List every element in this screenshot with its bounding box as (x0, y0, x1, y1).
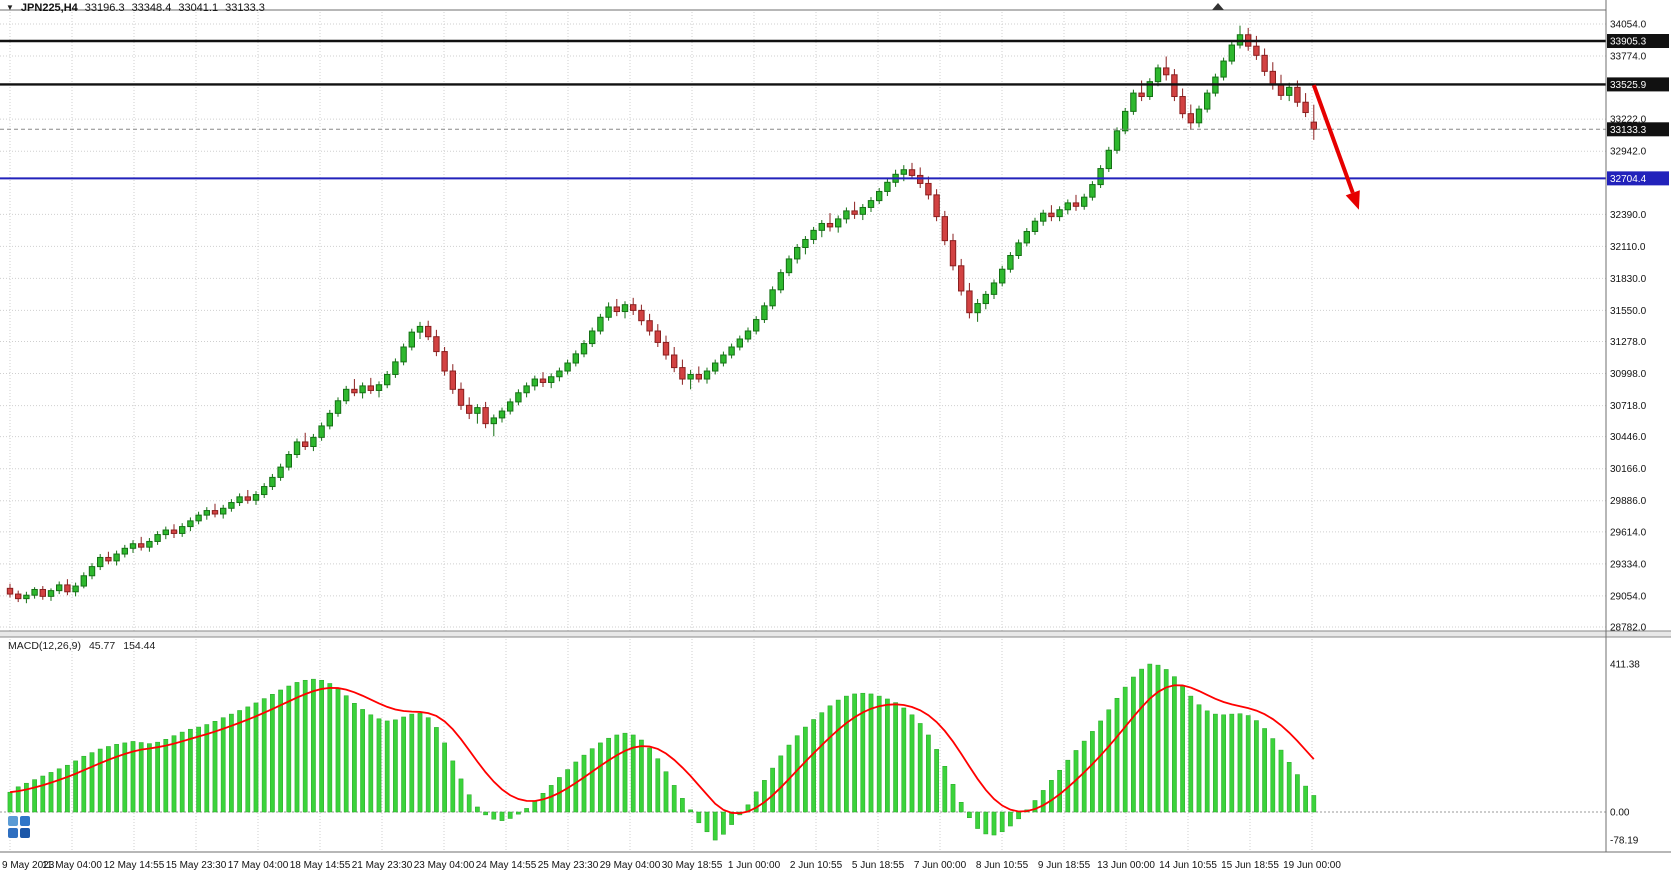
svg-text:17 May 04:00: 17 May 04:00 (228, 860, 289, 871)
svg-text:15 May 23:30: 15 May 23:30 (166, 860, 227, 871)
symbol-dropdown-icon[interactable]: ▼ (6, 3, 14, 12)
svg-text:9 May 2023: 9 May 2023 (2, 860, 55, 871)
price-badge-32704.4 (1607, 171, 1669, 186)
svg-text:30 May 18:55: 30 May 18:55 (662, 860, 723, 871)
svg-text:29886.0: 29886.0 (1610, 496, 1647, 507)
svg-text:31278.0: 31278.0 (1610, 337, 1647, 348)
svg-text:34054.0: 34054.0 (1610, 20, 1647, 31)
svg-text:-78.19: -78.19 (1610, 836, 1639, 847)
horizontal-lines-layer[interactable] (0, 39, 1606, 180)
svg-text:30718.0: 30718.0 (1610, 401, 1647, 412)
svg-text:33222.0: 33222.0 (1610, 115, 1647, 126)
svg-text:411.38: 411.38 (1610, 659, 1640, 670)
svg-text:30998.0: 30998.0 (1610, 369, 1647, 380)
candlestick-layer (6, 25, 1317, 604)
svg-text:29054.0: 29054.0 (1610, 591, 1647, 602)
svg-text:25 May 23:30: 25 May 23:30 (538, 860, 599, 871)
chart-header: ▼ JPN225,H4 33196.3 33348.4 33041.1 3313… (6, 2, 265, 14)
svg-text:14 Jun 10:55: 14 Jun 10:55 (1159, 860, 1217, 871)
chart-frame-layer (0, 0, 1671, 853)
indicator-value-signal: 154.44 (123, 640, 156, 652)
svg-text:33525.9: 33525.9 (1610, 80, 1647, 91)
svg-text:24 May 14:55: 24 May 14:55 (476, 860, 537, 871)
chart-shift-marker-icon (1212, 3, 1224, 10)
svg-text:1 Jun 00:00: 1 Jun 00:00 (728, 860, 781, 871)
svg-text:15 Jun 18:55: 15 Jun 18:55 (1221, 860, 1279, 871)
svg-text:30166.0: 30166.0 (1610, 464, 1647, 475)
svg-text:0.00: 0.00 (1610, 808, 1630, 819)
price-badge-33133.3 (1607, 122, 1669, 137)
svg-text:13 Jun 00:00: 13 Jun 00:00 (1097, 860, 1155, 871)
svg-text:31550.0: 31550.0 (1610, 306, 1647, 317)
symbol-timeframe-label: JPN225,H4 (20, 2, 78, 14)
price-badge-33905.3 (1607, 34, 1669, 49)
svg-text:32110.0: 32110.0 (1610, 242, 1646, 253)
svg-text:8 Jun 10:55: 8 Jun 10:55 (976, 860, 1029, 871)
svg-text:29 May 04:00: 29 May 04:00 (600, 860, 661, 871)
indicator-label: MACD(12,26,9) 45.77 154.44 (8, 640, 155, 652)
svg-text:29614.0: 29614.0 (1610, 527, 1647, 538)
svg-text:30446.0: 30446.0 (1610, 432, 1647, 443)
annotation-layer[interactable] (1311, 84, 1360, 210)
svg-text:28782.0: 28782.0 (1610, 623, 1647, 634)
svg-text:33133.3: 33133.3 (1610, 125, 1647, 136)
ohlc-close-value: 33133.3 (225, 2, 265, 14)
svg-text:5 Jun 18:55: 5 Jun 18:55 (852, 860, 905, 871)
svg-text:33774.0: 33774.0 (1610, 52, 1647, 63)
svg-text:31830.0: 31830.0 (1610, 274, 1647, 285)
svg-text:7 Jun 00:00: 7 Jun 00:00 (914, 860, 967, 871)
price-badge-33525.9 (1607, 77, 1669, 92)
svg-text:23 May 04:00: 23 May 04:00 (414, 860, 475, 871)
svg-text:18 May 14:55: 18 May 14:55 (290, 860, 351, 871)
platform-logo-icon (8, 816, 30, 838)
svg-text:9 Jun 18:55: 9 Jun 18:55 (1038, 860, 1091, 871)
axes-layer[interactable]: 34054.0 33774.0 33222.0 32942.0 32390.0 32110… (2, 20, 1669, 872)
svg-text:12 May 14:55: 12 May 14:55 (104, 860, 165, 871)
trend-arrow-line[interactable] (1311, 84, 1355, 194)
svg-text:21 May 23:30: 21 May 23:30 (352, 860, 413, 871)
svg-text:2 Jun 10:55: 2 Jun 10:55 (790, 860, 843, 871)
macd-indicator-layer (7, 663, 1317, 841)
indicator-value-main: 45.77 (88, 640, 116, 652)
ohlc-low-value: 33041.1 (178, 2, 219, 14)
ohlc-high-value: 33348.4 (131, 2, 172, 14)
svg-text:29334.0: 29334.0 (1610, 559, 1647, 570)
svg-text:11 May 04:00: 11 May 04:00 (42, 860, 102, 871)
trend-arrow-head[interactable] (1345, 190, 1360, 210)
ohlc-open-value: 33196.3 (84, 2, 125, 14)
svg-text:32390.0: 32390.0 (1610, 210, 1647, 221)
svg-text:32704.4: 32704.4 (1610, 174, 1647, 185)
indicator-name: MACD(12,26,9) (8, 640, 81, 652)
svg-text:33905.3: 33905.3 (1610, 37, 1647, 48)
svg-text:19 Jun 00:00: 19 Jun 00:00 (1283, 860, 1341, 871)
svg-text:32942.0: 32942.0 (1610, 147, 1647, 158)
macd-signal-line (9, 684, 1315, 815)
